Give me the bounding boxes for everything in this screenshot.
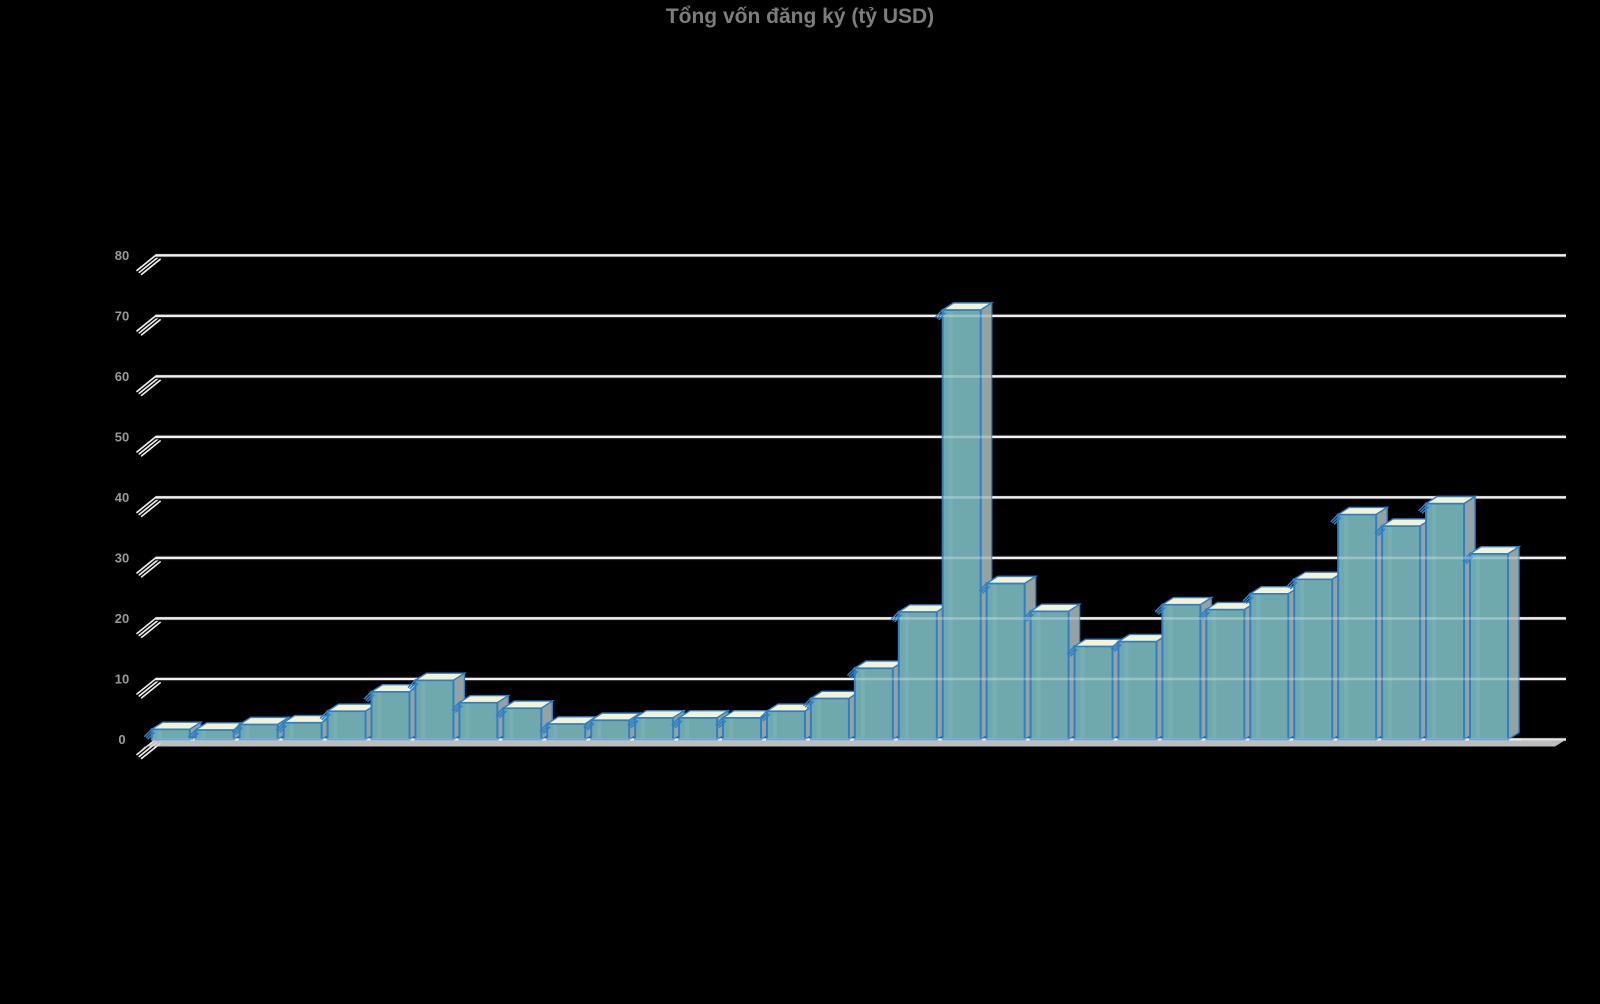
svg-text:30: 30: [115, 550, 129, 565]
svg-text:50: 50: [115, 429, 129, 444]
svg-text:20: 20: [115, 611, 129, 626]
svg-text:80: 80: [115, 248, 129, 263]
svg-text:0: 0: [118, 732, 125, 747]
svg-text:10: 10: [115, 671, 129, 686]
svg-text:60: 60: [115, 369, 129, 384]
svg-text:70: 70: [115, 308, 129, 323]
svg-text:40: 40: [115, 490, 129, 505]
